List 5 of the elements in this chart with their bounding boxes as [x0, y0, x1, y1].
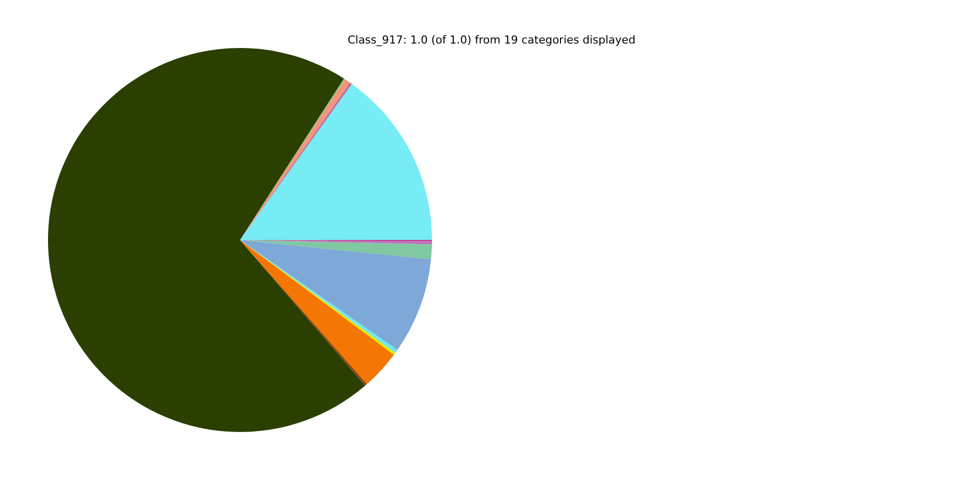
pie-slice: [240, 240, 432, 350]
pie-slice: [240, 240, 394, 384]
pie-slice: [48, 48, 366, 432]
text: Class_917: 1.0 (of 1.0) from 19 categories displayed: [348, 34, 636, 47]
pie-slice: [240, 240, 432, 260]
